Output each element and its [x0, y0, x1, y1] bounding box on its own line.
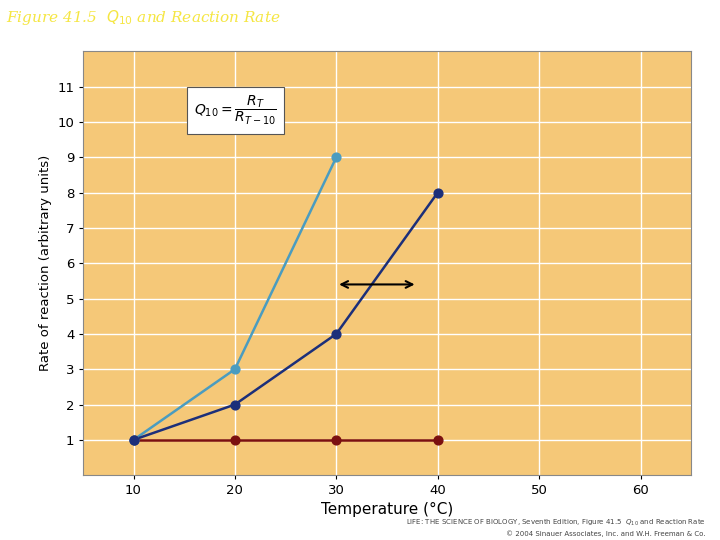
X-axis label: Temperature (°C): Temperature (°C): [321, 502, 453, 517]
Y-axis label: Rate of reaction (arbitrary units): Rate of reaction (arbitrary units): [39, 155, 52, 372]
Point: [229, 436, 240, 444]
Text: $Q_{10} = \dfrac{R_T}{R_{T-10}}$: $Q_{10} = \dfrac{R_T}{R_{T-10}}$: [194, 94, 277, 127]
Point: [229, 400, 240, 409]
Point: [229, 365, 240, 374]
Text: LIFE: THE SCIENCE OF BIOLOGY, Seventh Edition, Figure 41.5  $Q_{10}$ and Reactio: LIFE: THE SCIENCE OF BIOLOGY, Seventh Ed…: [406, 518, 706, 537]
Point: [330, 436, 342, 444]
Text: Figure 41.5  $Q_{10}$ and Reaction Rate: Figure 41.5 $Q_{10}$ and Reaction Rate: [6, 8, 280, 27]
Point: [127, 436, 139, 444]
Point: [330, 153, 342, 161]
Point: [432, 436, 444, 444]
Point: [127, 436, 139, 444]
Point: [330, 329, 342, 338]
Point: [127, 436, 139, 444]
Point: [432, 188, 444, 197]
